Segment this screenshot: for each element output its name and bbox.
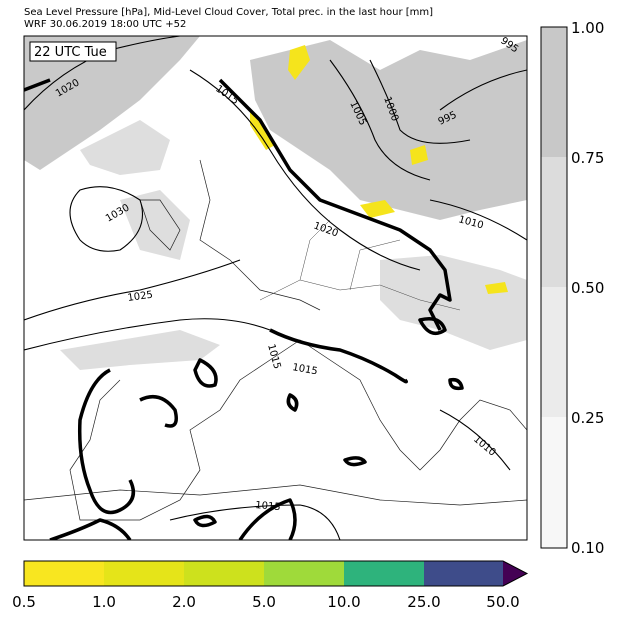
isobar	[329, 59, 431, 181]
isobar-label: 1015	[291, 362, 318, 377]
isobar-label: 1015	[255, 500, 281, 513]
colorbar-segment	[184, 561, 264, 586]
isobar	[439, 69, 527, 111]
isobar-1015	[193, 317, 464, 528]
isobar-1015	[77, 368, 178, 515]
isobar	[429, 199, 527, 241]
isobar	[369, 59, 471, 144]
cloud-area	[80, 120, 170, 175]
colorbar-extension	[503, 561, 527, 586]
colorbar-segment	[104, 561, 184, 586]
precip-area	[288, 45, 310, 80]
coastline	[139, 199, 181, 251]
colorbar-label: 0.75	[571, 149, 604, 167]
colorbar-frame	[540, 26, 568, 549]
map-frame	[23, 35, 528, 541]
precip-area	[410, 145, 428, 165]
cloud-area	[250, 40, 527, 220]
isobar	[24, 259, 241, 321]
colorbar-label: 50.0	[486, 593, 519, 611]
colorbar-segment	[344, 561, 424, 586]
colorbar-segment	[541, 27, 567, 157]
precip-area	[485, 282, 508, 294]
isobar-label: 1025	[127, 290, 154, 304]
subtitle: WRF 30.06.2019 18:00 UTC +52	[24, 19, 186, 30]
coastline	[24, 484, 527, 506]
isobar-1015	[49, 498, 297, 540]
colorbar-segment	[424, 561, 503, 586]
border	[259, 219, 461, 311]
colorbar-segment	[24, 561, 104, 586]
title: Sea Level Pressure [hPa], Mid-Level Clou…	[24, 7, 433, 18]
colorbar-label: 5.0	[252, 593, 276, 611]
cloud-area	[60, 330, 220, 370]
precip-area	[250, 110, 275, 150]
cloud-area	[380, 255, 527, 350]
colorbar-label: 0.25	[571, 409, 604, 427]
isobar	[24, 318, 271, 351]
time-label-box	[29, 41, 117, 62]
time-label: 22 UTC Tue	[34, 45, 107, 60]
colorbar-label: 0.10	[571, 539, 604, 557]
colorbar-label: 25.0	[407, 593, 440, 611]
colorbar-segment	[264, 561, 344, 586]
colorbar-segment	[541, 417, 567, 548]
colorbar-segment	[541, 287, 567, 417]
precip-area	[360, 200, 395, 218]
isobar-1015	[269, 328, 408, 384]
colorbar-label: 1.0	[92, 593, 116, 611]
isobar-1015	[24, 78, 452, 331]
colorbar-frame	[23, 560, 529, 587]
colorbar-label: 2.0	[172, 593, 196, 611]
map: 22 UTC Tue 1020 1015 1005 1000 995 995 1…	[23, 35, 528, 541]
coastline	[69, 339, 527, 521]
colorbar-segment	[541, 157, 567, 287]
coastline	[199, 159, 321, 311]
cloud-area	[120, 190, 190, 260]
isobar	[69, 186, 144, 252]
colorbar-label: 0.50	[571, 279, 604, 297]
colorbar-label: 0.5	[12, 593, 36, 611]
isobar	[169, 504, 341, 540]
colorbar-label: 1.00	[571, 19, 604, 37]
isobar	[189, 69, 421, 271]
cloud-colorbar: 1.00 0.75 0.50 0.25 0.10	[540, 19, 604, 557]
cloud-area	[24, 36, 200, 170]
colorbar-label: 10.0	[327, 593, 360, 611]
isobar	[439, 409, 511, 471]
precip-colorbar: 0.5 1.0 2.0 5.0 10.0 25.0 50.0	[12, 560, 529, 611]
